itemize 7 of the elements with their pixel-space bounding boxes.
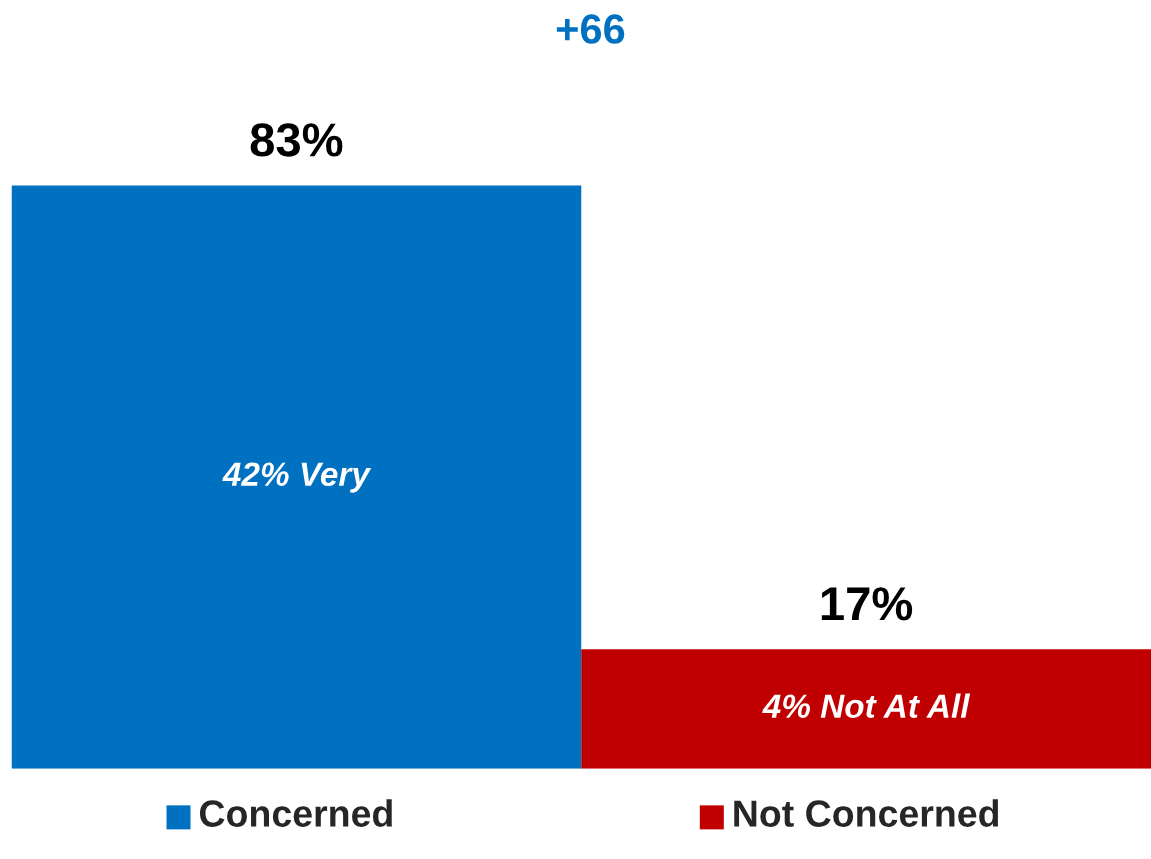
x-tick-label: Not Concerned <box>734 799 999 827</box>
chart-title: +66 <box>556 14 625 44</box>
data-label: 17% <box>821 587 913 621</box>
data-label: 83% <box>250 123 343 157</box>
annotation: 42% Very <box>222 462 372 493</box>
annotation: 4% Not At All <box>762 693 971 719</box>
x-tick-label: Concerned <box>200 799 392 827</box>
